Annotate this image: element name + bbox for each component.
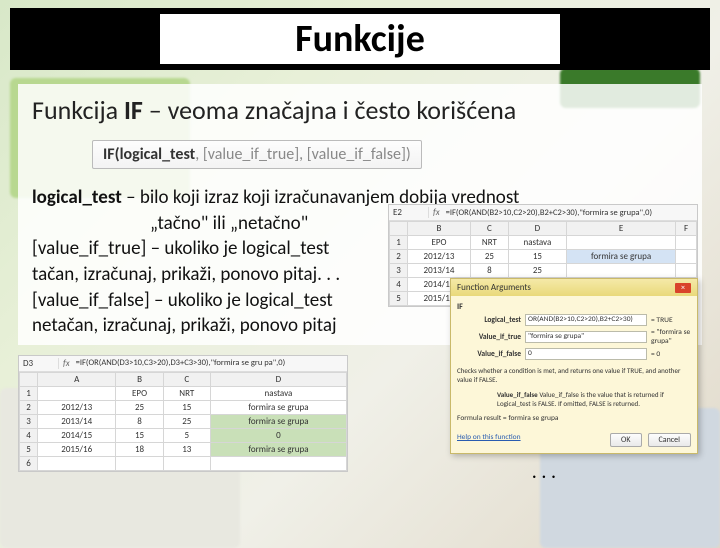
p1-bold: logical_test xyxy=(32,186,122,209)
help-link[interactable]: Help on this function xyxy=(457,433,521,442)
subtitle: Funkcija IF – veoma značajna i često kor… xyxy=(32,94,688,126)
subtitle-post: – veoma značajna i često korišćena xyxy=(143,94,516,126)
sheet1-table: ABCD 1EPONRTnastava 22012/132515formira … xyxy=(19,372,347,471)
subtitle-bold: IF xyxy=(124,94,143,126)
res-value-true: = "formira se grupa" xyxy=(651,328,691,346)
title-bar: Funkcije xyxy=(10,8,710,70)
inp-logical-test[interactable]: OR(AND(B2>10,C2>20),B2+C2>30) xyxy=(525,314,647,326)
sheet1-formula: =IF(OR(AND(D3>10,C3>20),D3+C3>30),"formi… xyxy=(74,358,347,368)
spreadsheet-1: D3 fx =IF(OR(AND(D3>10,C3>20),D3+C3>30),… xyxy=(18,355,348,472)
lbl-value-true: Value_if_true xyxy=(457,333,521,342)
sheet2-formula: =IF(OR(AND(B2>10,C2>20),B2+C2>30),"formi… xyxy=(444,208,697,218)
ellipsis: . . . xyxy=(532,460,556,484)
cancel-button[interactable]: Cancel xyxy=(648,433,692,447)
lbl-logical-test: Logical_test xyxy=(457,316,521,325)
ok-button[interactable]: OK xyxy=(610,433,641,447)
sheet1-ref: D3 xyxy=(19,358,59,369)
res-logical-test: = TRUE xyxy=(651,316,691,325)
close-icon[interactable]: × xyxy=(675,283,691,293)
dialog-desc1: Checks whether a condition is met, and r… xyxy=(457,366,691,384)
subtitle-pre: Funkcija xyxy=(32,94,124,126)
dialog-fn-name: IF xyxy=(457,302,691,312)
result-label: Formula result = xyxy=(457,414,508,423)
function-arguments-dialog: Function Arguments × IF Logical_test OR(… xyxy=(450,278,698,454)
fx-icon-2: fx xyxy=(429,207,444,218)
syntax-box: IF(logical_test, [value_if_true], [value… xyxy=(92,140,422,169)
inp-value-false[interactable]: 0 xyxy=(525,348,647,360)
slide-title: Funkcije xyxy=(295,16,425,62)
inp-value-true[interactable]: "formira se grupa" xyxy=(525,331,647,343)
lbl-value-false: Value_if_false xyxy=(457,350,521,359)
syntax-fn: IF( xyxy=(103,145,120,164)
dialog-title-bar: Function Arguments × xyxy=(451,279,697,296)
syntax-arg1: logical_test xyxy=(120,145,196,164)
result-value: formira se grupa xyxy=(508,414,558,423)
res-value-false: = 0 xyxy=(651,350,691,359)
sheet2-ref: E2 xyxy=(389,207,429,218)
syntax-gray: , [value_if_true], [value_if_false]) xyxy=(195,145,411,164)
dialog-title: Function Arguments xyxy=(457,282,531,293)
fx-icon: fx xyxy=(59,358,74,369)
